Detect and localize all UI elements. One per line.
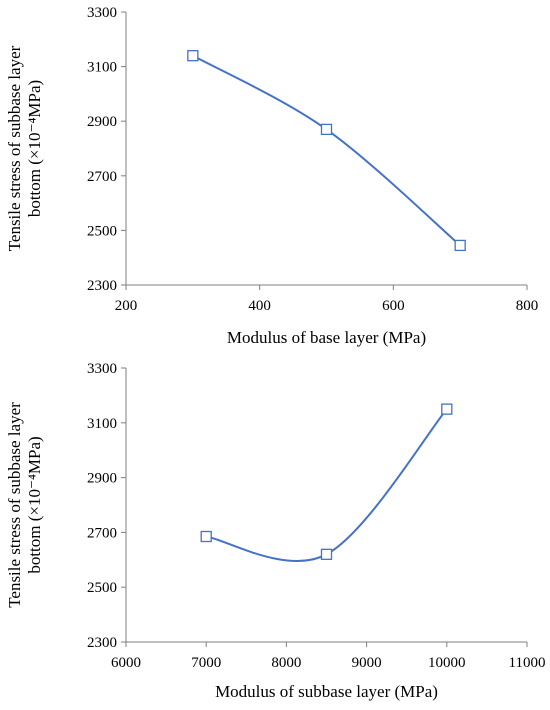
y-axis-title: Tensile stress of subbase layerbottom (×…	[5, 402, 44, 608]
data-point-marker	[320, 548, 333, 560]
series-line	[206, 408, 448, 562]
x-tick-label: 11000	[509, 655, 546, 671]
series-line	[192, 54, 461, 247]
x-tick-label: 600	[382, 298, 405, 314]
chart-2: 2300 2500 2700 2900 3100 3300 6000 7000 8000 9000…	[5, 361, 545, 701]
y-tick-label: 2900	[87, 471, 117, 487]
x-axis-title: Modulus of base layer (MPa)	[227, 328, 426, 347]
y-axis-title-line2: bottom (×10⁻⁴MPa)	[25, 436, 44, 573]
y-tick-label: 2300	[87, 635, 117, 651]
x-tick-label: 6000	[111, 655, 141, 671]
y-tick-label: 2300	[87, 278, 117, 294]
x-tick-label: 10000	[428, 655, 466, 671]
x-tick-label: 8000	[271, 655, 301, 671]
x-tick-label: 9000	[352, 655, 382, 671]
y-tick-label: 2500	[87, 223, 117, 239]
y-axis-title-line1: Tensile stress of subbase layer	[5, 45, 24, 251]
y-axis-title: Tensile stress of subbase layerbottom (×…	[5, 45, 44, 251]
x-axis-title: Modulus of subbase layer (MPa)	[215, 682, 438, 701]
y-tick-label: 3300	[87, 361, 117, 377]
y-axis-title-line1: Tensile stress of subbase layer	[5, 402, 24, 608]
data-point-marker	[187, 50, 199, 62]
y-tick-label: 3100	[87, 60, 117, 76]
x-tick-label: 200	[115, 298, 138, 314]
y-axis-title-line2: bottom (×10⁻⁴MPa)	[25, 80, 44, 217]
y-tick-label: 3300	[87, 5, 117, 21]
data-point-marker	[320, 123, 333, 136]
y-tick-label: 2700	[87, 525, 117, 541]
y-tick-label: 2500	[87, 580, 117, 596]
data-point-marker	[200, 530, 212, 543]
y-tick-label: 3100	[87, 416, 117, 432]
y-tick-label: 2700	[87, 169, 117, 185]
x-tick-label: 7000	[191, 655, 221, 671]
x-tick-label: 800	[516, 298, 539, 314]
x-tick-label: 400	[248, 298, 271, 314]
y-tick-label: 2900	[87, 114, 117, 130]
data-point-marker	[454, 239, 466, 252]
data-point-marker	[441, 403, 453, 415]
chart-1: 2300 2500 2700 2900 3100 3300 200 400 600 800 Modu…	[5, 5, 538, 347]
